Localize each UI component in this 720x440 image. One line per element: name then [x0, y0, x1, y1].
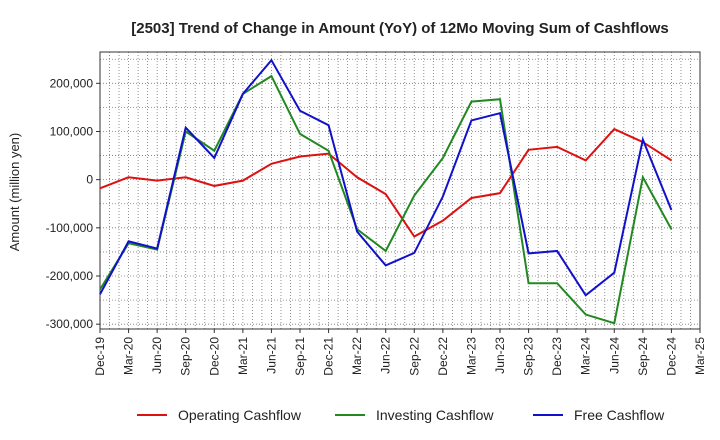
y-tick-label: 100,000: [50, 124, 94, 138]
chart-title: [2503] Trend of Change in Amount (YoY) o…: [131, 20, 669, 37]
operating-cashflow-legend-label: Operating Cashflow: [178, 407, 302, 423]
plot-background: [100, 52, 700, 329]
investing-cashflow-legend-label: Investing Cashflow: [376, 407, 494, 423]
x-tick-label: Sep-21: [293, 337, 307, 376]
x-tick-label: Dec-21: [322, 337, 336, 376]
x-tick-label: Jun-23: [493, 337, 507, 374]
y-tick-label: 0: [86, 173, 93, 187]
operating-cashflow-line: [99, 127, 672, 238]
x-tick-label: Dec-24: [664, 337, 678, 376]
plot-area: [100, 52, 700, 329]
x-tick-label: Mar-20: [122, 337, 136, 375]
y-tick-label: -200,000: [46, 269, 94, 283]
x-tick-label: Sep-23: [522, 337, 536, 376]
free-cashflow-legend-label: Free Cashflow: [574, 407, 665, 423]
y-tick-label: -100,000: [46, 221, 94, 235]
x-axis-ticks: Dec-19 Mar-20 Jun-20 Sep-20 Dec-20 Mar-21 Jun-…: [93, 329, 707, 376]
x-tick-label: Jun-20: [150, 337, 164, 374]
x-tick-label: Sep-22: [407, 337, 421, 376]
x-tick-label: Dec-20: [207, 337, 221, 376]
y-tick-label: -300,000: [46, 317, 94, 331]
y-axis-ticks: -300,000 -200,000 -100,000 0 100,000 200,000: [46, 76, 100, 331]
y-axis-label: Amount (million yen): [7, 133, 22, 252]
x-tick-label: Jun-21: [264, 337, 278, 374]
x-tick-label: Jun-22: [379, 337, 393, 374]
x-tick-label: Mar-25: [693, 337, 707, 375]
legend: Operating Cashflow Investing Cashflow Free…: [137, 407, 665, 423]
x-tick-label: Jun-24: [607, 337, 621, 374]
y-tick-label: 200,000: [50, 76, 94, 90]
x-tick-label: Sep-20: [179, 337, 193, 376]
x-tick-label: Sep-24: [636, 337, 650, 376]
free-cashflow-line: [99, 58, 673, 297]
x-tick-label: Mar-22: [350, 337, 364, 375]
series-lines: [99, 58, 673, 325]
x-tick-label: Mar-24: [579, 337, 593, 375]
x-tick-label: Dec-19: [93, 337, 107, 376]
x-tick-label: Mar-23: [464, 337, 478, 375]
plot-frame: [99, 51, 701, 330]
x-tick-label: Dec-23: [550, 337, 564, 376]
x-tick-label: Mar-21: [236, 337, 250, 375]
grid-lines: [99, 51, 701, 330]
x-tick-label: Dec-22: [436, 337, 450, 376]
